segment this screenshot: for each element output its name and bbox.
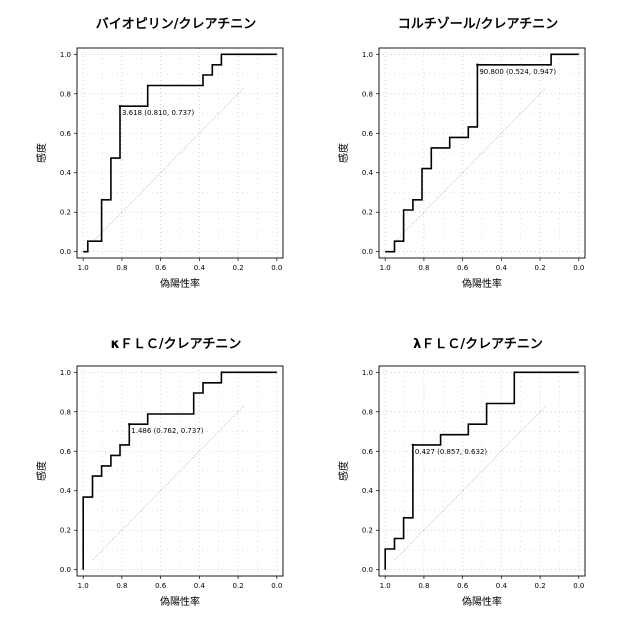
plot-frame [76, 47, 284, 259]
x-axis-label: 偽陽性率 [462, 277, 502, 290]
x-tick-label: 0.0 [271, 582, 282, 590]
cutoff-annotation: 0.427 (0.857, 0.632) [415, 448, 488, 456]
reference-diagonal [394, 87, 547, 243]
x-tick-label: 0.2 [233, 264, 244, 272]
x-tick-label: 0.6 [457, 582, 469, 590]
x-tick-label: 0.6 [155, 582, 167, 590]
x-tick-label: 0.4 [496, 582, 508, 590]
y-axis-label: 感度 [35, 143, 48, 163]
x-axis-label: 偽陽性率 [160, 595, 200, 608]
x-tick-label: 1.0 [380, 582, 391, 590]
cutoff-point [411, 443, 415, 447]
y-axis-label: 感度 [337, 461, 350, 481]
plot-frame [76, 365, 284, 577]
y-tick-label: 0.4 [60, 487, 72, 495]
panel-title: バイオピリン/クレアチニン [96, 17, 257, 32]
roc-curve [83, 53, 277, 253]
x-tick-label: 1.0 [380, 264, 391, 272]
x-tick-label: 0.2 [233, 582, 244, 590]
y-tick-label: 0.8 [362, 408, 373, 416]
cutoff-point [128, 423, 131, 426]
y-tick-label: 0.6 [362, 448, 374, 456]
cutoff-point [118, 105, 122, 108]
x-tick-label: 0.0 [271, 264, 282, 272]
y-tick-label: 0.8 [362, 90, 373, 98]
y-tick-label: 0.2 [60, 527, 71, 535]
y-tick-label: 0.8 [60, 408, 71, 416]
y-tick-label: 0.0 [60, 248, 71, 256]
roc-curve [384, 371, 579, 570]
x-axis-label: 偽陽性率 [160, 277, 200, 290]
y-tick-label: 0.0 [362, 248, 373, 256]
roc-curve [82, 371, 277, 570]
y-tick-label: 0.2 [362, 527, 373, 535]
plot-frame [378, 365, 586, 577]
y-tick-label: 0.6 [362, 130, 374, 138]
y-tick-label: 0.4 [60, 169, 72, 177]
y-tick-label: 0.6 [60, 130, 72, 138]
y-tick-label: 0.0 [362, 566, 373, 574]
reference-diagonal [92, 87, 245, 243]
y-axis-label: 感度 [35, 461, 48, 481]
y-tick-label: 1.0 [362, 369, 373, 377]
reference-diagonal [92, 405, 245, 561]
x-tick-label: 0.8 [418, 582, 429, 590]
y-tick-label: 0.0 [60, 566, 71, 574]
x-tick-label: 0.0 [573, 264, 584, 272]
cutoff-annotation: 90.800 (0.524, 0.947) [479, 68, 556, 76]
x-tick-label: 0.0 [573, 582, 584, 590]
cutoff-annotation: 1.486 (0.762, 0.737) [131, 427, 204, 435]
x-tick-label: 0.8 [418, 264, 429, 272]
y-tick-label: 0.4 [362, 169, 374, 177]
y-tick-label: 1.0 [60, 369, 71, 377]
roc-panel-4: 0.427 (0.857, 0.632) 1.0 0.8 0.6 0.4 0.2 0.0 0.… [337, 337, 586, 608]
panel-title: λＦＬＣ/クレアチニン [413, 337, 543, 352]
x-axis-label: 偽陽性率 [462, 595, 502, 608]
y-tick-label: 0.2 [362, 209, 373, 217]
x-tick-label: 0.8 [116, 582, 127, 590]
roc-panel-3: 1.486 (0.762, 0.737) 1.0 0.8 0.6 0.4 0.2 0.0 0.… [35, 337, 284, 608]
x-tick-label: 0.6 [155, 264, 167, 272]
panel-title: コルチゾール/クレアチニン [398, 16, 559, 32]
y-tick-label: 0.6 [60, 448, 72, 456]
roc-panel-1: 3.618 (0.810, 0.737) 1.0 0.8 0.6 0.4 0.2 0.0 0.… [35, 17, 284, 290]
plot-frame [378, 47, 586, 259]
x-tick-label: 0.4 [496, 264, 508, 272]
x-tick-label: 0.2 [535, 264, 546, 272]
y-tick-label: 0.4 [362, 487, 374, 495]
cutoff-annotation: 3.618 (0.810, 0.737) [122, 109, 195, 117]
y-tick-label: 0.8 [60, 90, 71, 98]
y-tick-label: 0.2 [60, 209, 71, 217]
x-tick-label: 0.4 [194, 264, 206, 272]
roc-panel-2: 90.800 (0.524, 0.947) 1.0 0.8 0.6 0.4 0.2 0.0 0… [337, 16, 586, 290]
x-tick-label: 0.6 [457, 264, 469, 272]
roc-curve [385, 53, 579, 253]
x-tick-label: 0.2 [535, 582, 546, 590]
x-tick-label: 1.0 [78, 264, 89, 272]
x-tick-label: 0.4 [194, 582, 206, 590]
y-tick-label: 1.0 [60, 51, 71, 59]
panel-title: κＦＬＣ/クレアチニン [111, 337, 242, 352]
x-tick-label: 0.8 [116, 264, 127, 272]
y-tick-label: 1.0 [362, 51, 373, 59]
reference-diagonal [394, 405, 547, 561]
y-axis-label: 感度 [337, 143, 350, 163]
x-tick-label: 1.0 [78, 582, 89, 590]
cutoff-point [476, 63, 479, 66]
